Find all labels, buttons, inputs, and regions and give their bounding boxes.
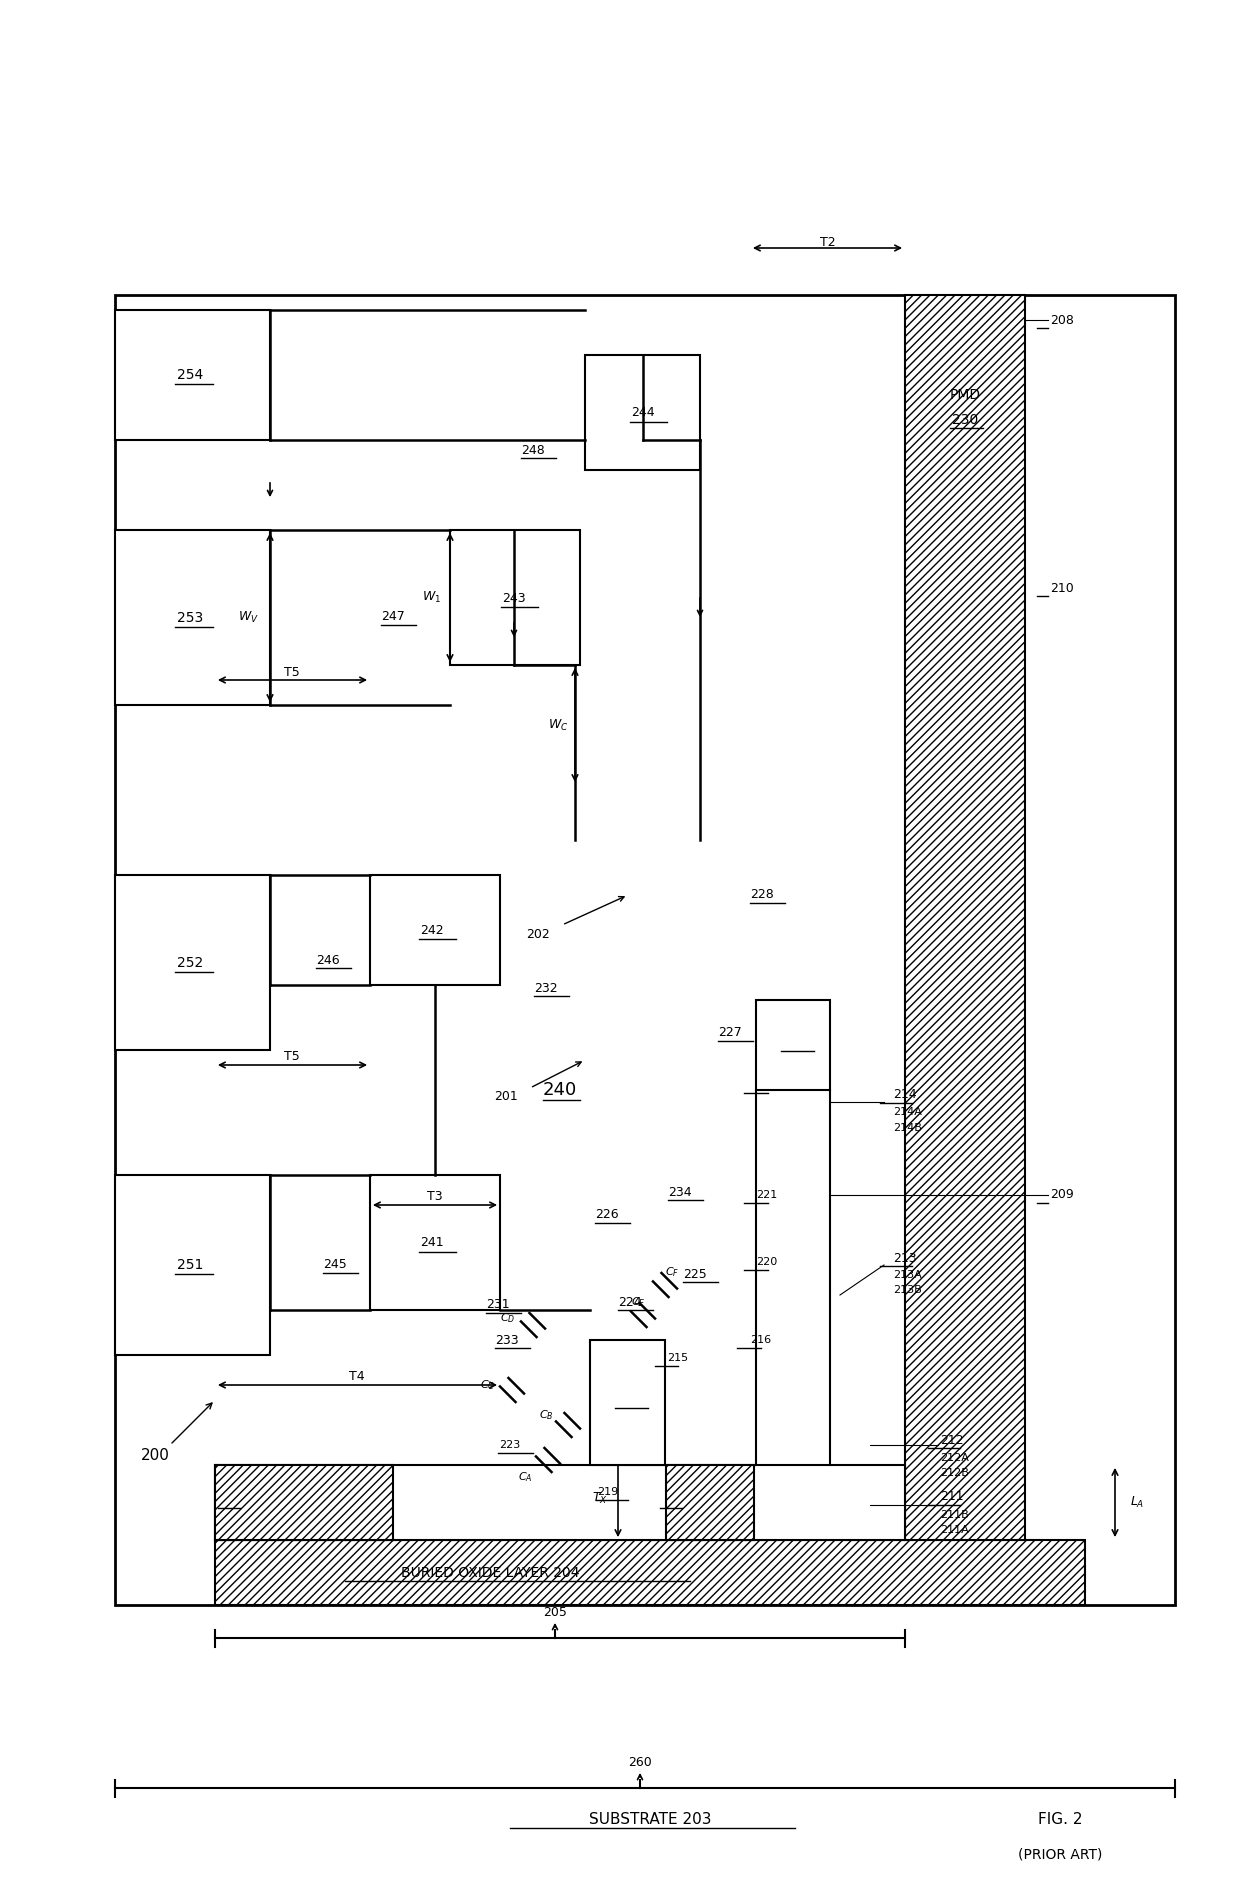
Text: T4: T4 xyxy=(350,1370,365,1383)
Bar xyxy=(370,1174,500,1311)
Text: 253: 253 xyxy=(177,611,203,624)
Text: 225: 225 xyxy=(683,1267,707,1280)
Bar xyxy=(115,1174,270,1354)
Bar xyxy=(215,1464,393,1540)
Text: 230: 230 xyxy=(952,414,978,427)
Text: 252: 252 xyxy=(177,956,203,969)
Text: $L_A$: $L_A$ xyxy=(1130,1495,1145,1510)
Text: 242: 242 xyxy=(420,924,444,937)
Text: T2: T2 xyxy=(820,235,836,249)
Text: 200: 200 xyxy=(140,1447,170,1463)
Text: $C_C$: $C_C$ xyxy=(480,1377,496,1392)
Text: 213: 213 xyxy=(893,1252,916,1265)
Text: SUBSTRATE 203: SUBSTRATE 203 xyxy=(589,1812,712,1827)
Text: 212A: 212A xyxy=(940,1453,968,1463)
Text: 247: 247 xyxy=(381,611,405,624)
Bar xyxy=(215,1464,905,1540)
Text: 207: 207 xyxy=(672,1495,693,1504)
Bar xyxy=(115,875,270,1051)
Text: 241: 241 xyxy=(420,1237,444,1250)
Text: T3: T3 xyxy=(428,1191,443,1203)
Text: 260: 260 xyxy=(629,1755,652,1768)
Text: 214A: 214A xyxy=(893,1108,921,1117)
Text: 211B: 211B xyxy=(940,1510,968,1519)
Text: 245: 245 xyxy=(324,1258,347,1271)
Text: $W_C$: $W_C$ xyxy=(548,717,568,732)
Text: 206: 206 xyxy=(229,1495,252,1504)
Text: 224: 224 xyxy=(619,1296,642,1309)
Bar xyxy=(370,875,500,985)
Text: 216: 216 xyxy=(750,1335,771,1345)
Text: 212: 212 xyxy=(940,1434,963,1447)
Text: $C_D$: $C_D$ xyxy=(500,1311,516,1324)
Text: 240: 240 xyxy=(543,1081,577,1098)
Text: 214B: 214B xyxy=(893,1123,921,1133)
Text: 214: 214 xyxy=(893,1089,916,1102)
Bar xyxy=(585,355,701,470)
Text: 246: 246 xyxy=(316,954,340,966)
Text: $W_V$: $W_V$ xyxy=(238,609,258,624)
Text: 222: 222 xyxy=(756,1079,777,1091)
Text: BURIED OXIDE LAYER 204: BURIED OXIDE LAYER 204 xyxy=(401,1567,579,1580)
Text: $W_1$: $W_1$ xyxy=(423,590,441,605)
Text: 219: 219 xyxy=(598,1487,619,1497)
Text: 251: 251 xyxy=(177,1258,203,1273)
Text: 227: 227 xyxy=(718,1026,742,1040)
Text: 226: 226 xyxy=(595,1208,619,1222)
Text: 215: 215 xyxy=(667,1353,688,1364)
Text: $C_F$: $C_F$ xyxy=(665,1265,680,1279)
Text: PMD: PMD xyxy=(950,389,981,402)
Text: $C_A$: $C_A$ xyxy=(518,1470,532,1483)
Text: $T_X$: $T_X$ xyxy=(593,1491,608,1506)
Text: 209: 209 xyxy=(1050,1189,1074,1201)
Bar xyxy=(590,1339,665,1464)
Text: 208: 208 xyxy=(1050,313,1074,326)
Text: 201: 201 xyxy=(495,1091,518,1104)
Bar xyxy=(666,1464,754,1540)
Text: 213A: 213A xyxy=(893,1269,921,1280)
Text: (PRIOR ART): (PRIOR ART) xyxy=(1018,1848,1102,1863)
Text: 234: 234 xyxy=(668,1186,692,1199)
Text: $C_B$: $C_B$ xyxy=(538,1408,553,1423)
Bar xyxy=(115,296,1176,1605)
Text: 202: 202 xyxy=(526,928,551,941)
Text: 212B: 212B xyxy=(940,1468,968,1478)
Text: 223: 223 xyxy=(500,1440,521,1449)
Text: 205: 205 xyxy=(543,1605,567,1618)
Text: 243: 243 xyxy=(502,592,526,605)
Text: 218: 218 xyxy=(782,1038,804,1047)
Text: 217: 217 xyxy=(616,1394,637,1406)
Text: $C_E$: $C_E$ xyxy=(631,1296,645,1309)
Bar xyxy=(215,840,905,1464)
Bar xyxy=(905,296,1025,1540)
Text: 232: 232 xyxy=(534,981,558,994)
Text: 244: 244 xyxy=(631,406,655,419)
Bar xyxy=(115,529,270,706)
Text: T5: T5 xyxy=(284,1051,300,1064)
Text: 221: 221 xyxy=(756,1189,777,1201)
Text: FIG. 2: FIG. 2 xyxy=(1038,1812,1083,1827)
Text: 231: 231 xyxy=(486,1299,510,1311)
Text: 228: 228 xyxy=(750,888,774,901)
Bar xyxy=(115,309,270,440)
Bar xyxy=(450,529,580,666)
Text: 210: 210 xyxy=(1050,582,1074,594)
Text: 213B: 213B xyxy=(893,1284,921,1296)
Text: T5: T5 xyxy=(284,666,300,679)
Text: 211A: 211A xyxy=(940,1525,968,1535)
Text: 248: 248 xyxy=(521,444,544,457)
Bar xyxy=(215,1540,1085,1605)
Text: 233: 233 xyxy=(495,1334,518,1347)
Text: 211: 211 xyxy=(940,1491,963,1504)
Text: 220: 220 xyxy=(756,1258,777,1267)
Text: 254: 254 xyxy=(177,368,203,381)
Bar xyxy=(756,1000,830,1091)
